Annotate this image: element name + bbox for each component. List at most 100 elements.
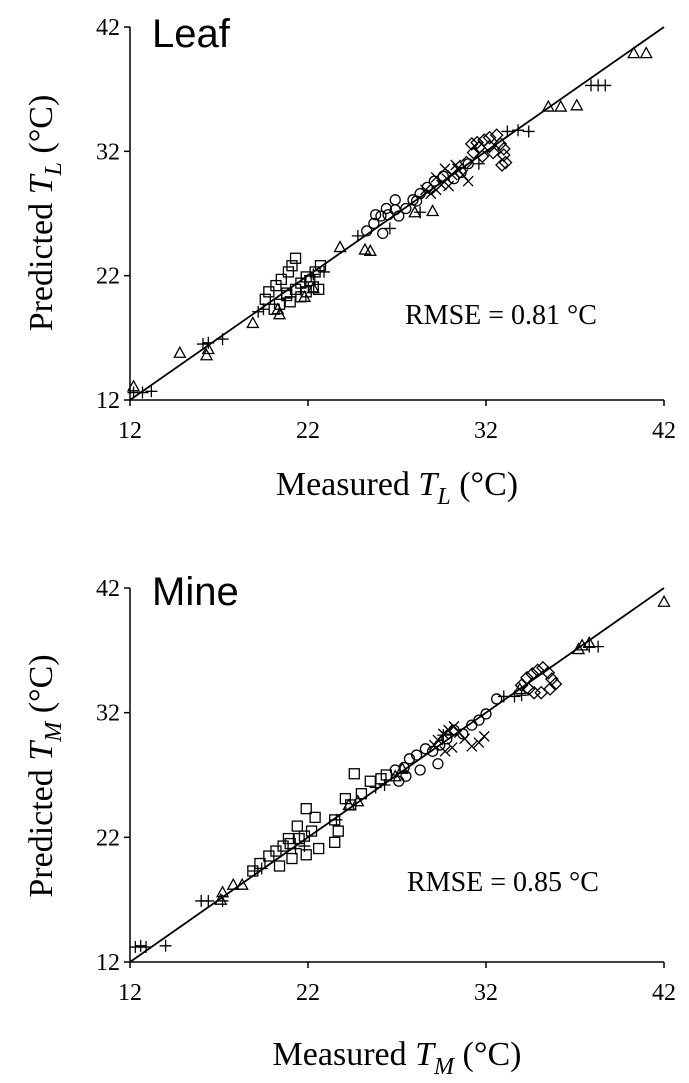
data-point-plus bbox=[216, 333, 229, 346]
data-point-circle bbox=[375, 210, 387, 222]
data-point-circle bbox=[389, 194, 401, 206]
data-point-diamond bbox=[482, 130, 497, 145]
x-tick-label: 32 bbox=[474, 980, 498, 1006]
rmse-annotation: RMSE = 0.85 °C bbox=[407, 867, 599, 898]
data-point-plus bbox=[145, 385, 158, 398]
data-point-x bbox=[446, 742, 458, 754]
data-point-x bbox=[450, 159, 462, 171]
data-point-circle bbox=[480, 708, 492, 720]
data-point-x bbox=[439, 745, 451, 757]
y-tick-label: 32 bbox=[96, 701, 120, 727]
data-point-square bbox=[280, 289, 293, 302]
data-point-x bbox=[439, 163, 451, 175]
data-point-diamond bbox=[486, 145, 501, 160]
data-point-square bbox=[329, 814, 341, 826]
x-tick-label: 12 bbox=[118, 980, 142, 1006]
data-point-triangle bbox=[214, 892, 228, 905]
x-tick-label: 12 bbox=[118, 418, 142, 444]
data-point-square bbox=[259, 293, 271, 305]
data-point-plus bbox=[351, 229, 364, 242]
series-square bbox=[247, 768, 392, 877]
data-point-triangle bbox=[627, 46, 641, 59]
data-point-plus bbox=[512, 124, 525, 137]
data-point-circle bbox=[441, 733, 453, 745]
data-point-triangle bbox=[173, 345, 187, 358]
data-point-square bbox=[273, 860, 286, 872]
data-point-plus bbox=[383, 222, 396, 235]
data-point-triangle bbox=[199, 348, 214, 361]
data-point-triangle bbox=[571, 642, 586, 655]
data-point-x bbox=[420, 184, 431, 196]
data-point-circle bbox=[410, 749, 423, 761]
data-point-circle bbox=[410, 195, 423, 207]
data-point-x bbox=[428, 739, 440, 751]
series-triangle bbox=[214, 594, 671, 905]
data-point-plus bbox=[257, 303, 270, 316]
data-point-plus bbox=[202, 336, 215, 349]
chart-panel-mine: 12 12 22 22 32 32 42 42 Mine RMSE = 0.85 °C Predic… bbox=[23, 570, 676, 1080]
data-point-plus bbox=[196, 338, 209, 351]
data-point-diamond bbox=[482, 139, 497, 154]
data-point-square bbox=[345, 799, 357, 811]
data-point-square bbox=[263, 286, 275, 298]
data-point-plus bbox=[501, 125, 514, 138]
y-tick-label: 42 bbox=[96, 576, 120, 602]
data-point-circle bbox=[398, 761, 410, 774]
x-axis-label: Measured TL (°C) bbox=[276, 466, 518, 510]
data-point-triangle bbox=[333, 240, 347, 253]
data-point-circle bbox=[473, 714, 485, 726]
y-tick-label: 12 bbox=[96, 950, 120, 976]
data-point-square bbox=[355, 788, 368, 800]
data-point-square bbox=[313, 283, 325, 295]
data-point-plus bbox=[159, 939, 172, 952]
data-point-x bbox=[462, 175, 474, 187]
data-point-triangle bbox=[570, 98, 584, 111]
data-point-circle bbox=[361, 225, 373, 237]
data-point-diamond bbox=[493, 136, 508, 151]
data-point-square bbox=[348, 768, 360, 780]
data-point-plus bbox=[592, 640, 605, 653]
data-point-diamond bbox=[475, 149, 490, 164]
x-tick-label: 42 bbox=[652, 980, 676, 1006]
data-point-square bbox=[247, 865, 259, 877]
data-point-square bbox=[309, 811, 321, 824]
data-point-circle bbox=[491, 693, 503, 705]
series-diamond bbox=[459, 128, 513, 172]
y-tick-label: 12 bbox=[96, 388, 120, 414]
chart-title: Leaf bbox=[152, 12, 231, 56]
chart-panel-leaf: 12 12 22 22 32 32 42 42 Leaf RMSE = 0.81 °C Predic… bbox=[23, 12, 676, 510]
data-point-square bbox=[314, 260, 327, 272]
data-point-circle bbox=[400, 770, 412, 782]
data-point-x bbox=[441, 173, 453, 185]
data-point-plus bbox=[414, 206, 427, 219]
data-point-square bbox=[380, 769, 392, 781]
rmse-annotation: RMSE = 0.81 °C bbox=[405, 300, 597, 331]
data-point-x bbox=[443, 724, 455, 736]
y-tick-label: 22 bbox=[96, 825, 120, 851]
y-tick-label: 32 bbox=[96, 139, 120, 165]
x-tick-label: 32 bbox=[474, 418, 498, 444]
one-to-one-line bbox=[129, 26, 665, 401]
data-point-diamond bbox=[496, 141, 511, 156]
data-point-x bbox=[466, 740, 478, 752]
data-point-square bbox=[313, 842, 325, 855]
chart-title: Mine bbox=[152, 570, 239, 614]
data-point-square bbox=[286, 260, 298, 272]
data-point-square bbox=[286, 852, 298, 865]
data-point-plus bbox=[307, 268, 320, 281]
data-point-square bbox=[275, 273, 287, 286]
data-point-square bbox=[289, 252, 302, 264]
y-axis-label: Predicted TM (°C) bbox=[23, 654, 67, 897]
data-point-plus bbox=[378, 778, 391, 791]
data-point-diamond bbox=[498, 155, 513, 170]
data-point-square bbox=[329, 836, 341, 848]
data-point-diamond bbox=[459, 155, 474, 170]
data-point-square bbox=[305, 825, 318, 837]
data-point-diamond bbox=[464, 136, 479, 151]
data-point-square bbox=[291, 820, 303, 832]
x-tick-label: 22 bbox=[296, 418, 320, 444]
data-point-plus bbox=[522, 125, 535, 138]
x-tick-label: 22 bbox=[296, 980, 320, 1006]
data-point-plus bbox=[508, 690, 521, 703]
